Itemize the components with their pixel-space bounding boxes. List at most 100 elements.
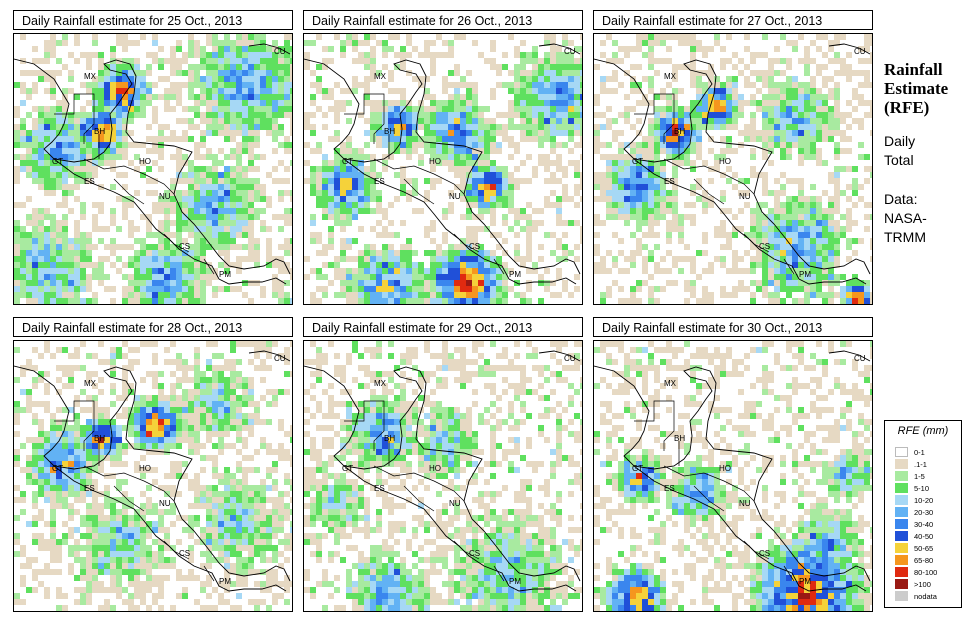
country-label: PM [799, 577, 811, 586]
country-label: BH [94, 127, 105, 136]
legend-entry: 50-65 [895, 543, 933, 554]
legend-label: 5-10 [914, 484, 930, 493]
rainfall-map: CU MX BH GT HO ES NU CS PM [13, 340, 293, 612]
country-label: CU [274, 47, 286, 56]
country-label: CS [179, 549, 190, 558]
country-label: ES [84, 484, 95, 493]
legend-entry: 40-50 [895, 531, 933, 542]
legend-swatch [895, 471, 908, 481]
country-label: MX [374, 379, 387, 388]
legend-entry: 10-20 [895, 495, 933, 506]
country-border [663, 465, 755, 502]
legend-swatch [895, 531, 908, 541]
country-label: HO [429, 464, 441, 473]
panel-title: Daily Rainfall estimate for 28 Oct., 201… [13, 317, 293, 337]
country-label: PM [799, 270, 811, 279]
rainfall-map: CU MX BH GT HO ES NU CS PM [593, 340, 873, 612]
country-label: GT [52, 157, 63, 166]
panel-title: Daily Rainfall estimate for 26 Oct., 201… [303, 10, 583, 30]
coastline [343, 465, 577, 592]
country-border [743, 233, 770, 253]
country-border [163, 540, 190, 560]
cuba-coastline [828, 350, 871, 362]
legend-label: nodata [914, 592, 937, 601]
legend-label: 20-30 [914, 508, 934, 517]
country-label: NU [159, 499, 171, 508]
legend-swatch [895, 459, 908, 469]
country-label: CU [274, 354, 286, 363]
legend-swatch [895, 495, 908, 505]
country-border [634, 93, 675, 144]
country-border [663, 158, 755, 195]
country-label: CU [854, 47, 866, 56]
country-label: BH [674, 127, 685, 136]
legend-label: >100 [914, 580, 931, 589]
panel-oct-28: Daily Rainfall estimate for 28 Oct., 201… [13, 317, 293, 612]
title-line: (RFE) [884, 98, 930, 117]
country-label: NU [449, 499, 461, 508]
country-border [453, 540, 480, 560]
panel-title: Daily Rainfall estimate for 30 Oct., 201… [593, 317, 873, 337]
coastline [53, 158, 287, 285]
legend-swatch [895, 507, 908, 517]
legend-entry: 0-1 [895, 447, 925, 458]
panel-oct-27: Daily Rainfall estimate for 27 Oct., 201… [593, 10, 873, 305]
legend-swatch [895, 579, 908, 589]
country-label: HO [719, 464, 731, 473]
country-border [373, 158, 465, 195]
panel-oct-30: Daily Rainfall estimate for 30 Oct., 201… [593, 317, 873, 612]
country-border [203, 258, 215, 275]
country-label: GT [632, 157, 643, 166]
legend-swatch [895, 591, 908, 601]
country-border [403, 178, 435, 205]
country-label: GT [342, 157, 353, 166]
country-border [203, 565, 215, 582]
country-label: CS [759, 549, 770, 558]
country-border [783, 565, 795, 582]
country-border [163, 233, 190, 253]
rain-grid [594, 34, 872, 304]
panel-oct-26: Daily Rainfall estimate for 26 Oct., 201… [303, 10, 583, 305]
legend-entry: 30-40 [895, 519, 933, 530]
title-line: Estimate [884, 79, 949, 98]
country-label: PM [219, 577, 231, 586]
cuba-coastline [538, 350, 581, 362]
country-label: MX [374, 72, 387, 81]
coastline [304, 365, 581, 582]
coastline [53, 465, 287, 592]
rain-grid [14, 34, 292, 304]
legend-entry: 5-10 [895, 483, 929, 494]
coastline [14, 365, 291, 582]
country-label: CU [564, 47, 576, 56]
legend-label: 10-20 [914, 496, 934, 505]
coastline [633, 158, 867, 285]
country-label: NU [449, 192, 461, 201]
legend-swatch [895, 447, 908, 457]
legend-entry: nodata [895, 591, 937, 602]
source-line: NASA- [884, 210, 927, 226]
legend-label: .1-1 [914, 460, 927, 469]
rainfall-map: CU MX BH GT HO ES NU CS PM [593, 33, 873, 305]
country-label: BH [384, 127, 395, 136]
coastline [594, 58, 871, 275]
legend-label: 80-100 [914, 568, 938, 577]
country-label: ES [374, 484, 385, 493]
legend-entry: 80-100 [895, 567, 937, 578]
daily-label: Daily [884, 133, 916, 149]
country-label: ES [374, 177, 385, 186]
total-label: Total [884, 152, 914, 168]
coastline [594, 365, 871, 582]
country-label: MX [664, 72, 677, 81]
panel-oct-25: Daily Rainfall estimate for 25 Oct., 201… [13, 10, 293, 305]
rain-grid [304, 341, 582, 611]
country-label: CS [179, 242, 190, 251]
country-label: CS [759, 242, 770, 251]
country-label: CS [469, 242, 480, 251]
country-border [693, 485, 725, 512]
cuba-coastline [538, 43, 581, 55]
panel-title: Daily Rainfall estimate for 27 Oct., 201… [593, 10, 873, 30]
country-label: BH [384, 434, 395, 443]
country-label: ES [84, 177, 95, 186]
country-border [344, 93, 385, 144]
country-label: CU [854, 354, 866, 363]
